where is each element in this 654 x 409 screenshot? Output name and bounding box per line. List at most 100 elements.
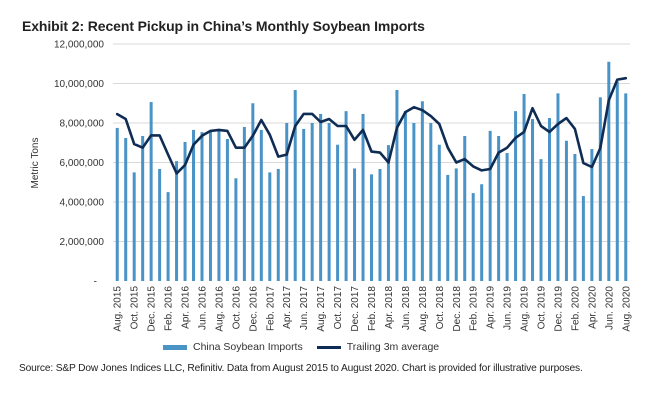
source-note: Source: S&P Dow Jones Indices LLC, Refin…	[19, 363, 583, 374]
bar	[471, 193, 475, 281]
trailing-average-line	[115, 76, 628, 175]
legend-label-imports: China Soybean Imports	[193, 341, 303, 353]
bar	[403, 111, 407, 282]
x-tick-label: Jun. 2018	[401, 286, 412, 330]
x-tick-label: Aug. 2016	[214, 286, 225, 332]
y-tick-label: 12,000,000	[54, 40, 104, 51]
x-tick-label: Jun. 2020	[604, 286, 615, 330]
x-tick-label: Feb. 2020	[570, 286, 581, 331]
x-tick-label: Dec. 2019	[554, 286, 565, 332]
bar	[225, 138, 229, 281]
bar	[386, 145, 390, 281]
legend-label-average: Trailing 3m average	[346, 341, 440, 353]
bar	[598, 97, 602, 281]
bar	[624, 93, 628, 281]
bar	[158, 169, 162, 281]
bar	[522, 93, 526, 281]
x-tick-label: Dec. 2018	[452, 286, 463, 332]
bar	[370, 174, 373, 281]
y-tick-label: -	[94, 277, 97, 288]
legend-bar-swatch	[163, 344, 187, 350]
bar	[607, 61, 611, 282]
bar	[310, 123, 314, 281]
x-tick-label: Oct. 2017	[333, 286, 344, 330]
bar	[141, 136, 145, 281]
bar	[149, 102, 153, 281]
x-tick-label: Dec. 2015	[147, 286, 158, 332]
chart-title: Exhibit 2: Recent Pickup in China’s Mont…	[22, 18, 425, 34]
bar	[183, 141, 187, 281]
x-tick-label: Aug. 2020	[621, 286, 632, 332]
x-tick-label: Apr. 2020	[587, 286, 598, 329]
bar	[361, 113, 365, 281]
bar	[412, 123, 416, 281]
bar	[344, 111, 348, 282]
bar	[615, 81, 619, 282]
bar	[531, 119, 535, 281]
bar	[208, 130, 212, 281]
legend-line-swatch	[316, 345, 341, 349]
bar	[132, 172, 136, 281]
bar	[276, 169, 280, 281]
x-tick-label: Feb. 2018	[367, 286, 378, 331]
bar	[497, 136, 501, 281]
x-tick-label: Apr. 2016	[181, 286, 192, 329]
bar	[564, 140, 568, 281]
bar	[327, 123, 331, 281]
bar	[302, 128, 306, 281]
bar	[192, 129, 196, 281]
x-tick-label: Feb. 2019	[469, 286, 480, 331]
bar	[259, 129, 263, 281]
x-tick-label: Jun. 2016	[198, 286, 209, 330]
bar	[573, 154, 577, 281]
bar	[556, 93, 560, 281]
x-tick-label: Aug. 2017	[316, 286, 327, 332]
x-tick-label: Oct. 2016	[231, 286, 242, 330]
y-axis-ticks: - 2,000,000 4,000,000 6,000,000 8,000,000 10,…	[54, 40, 104, 288]
x-tick-label: Jun. 2017	[299, 286, 310, 330]
bar	[463, 136, 467, 281]
x-tick-label: Apr. 2017	[282, 286, 293, 329]
x-tick-label: Oct. 2018	[435, 286, 446, 330]
bar	[581, 196, 585, 281]
x-tick-label: Dec. 2017	[350, 286, 361, 332]
y-tick-label: 6,000,000	[60, 158, 105, 169]
x-tick-label: Dec. 2016	[248, 286, 259, 332]
bar	[446, 174, 450, 281]
bar	[505, 153, 509, 281]
bar	[514, 111, 518, 282]
x-tick-label: Jun. 2019	[503, 286, 514, 330]
x-tick-label: Feb. 2017	[265, 286, 276, 331]
x-tick-label: Feb. 2016	[164, 286, 175, 331]
x-tick-label: Aug. 2015	[113, 286, 124, 332]
bar	[251, 103, 255, 281]
bar	[293, 90, 297, 281]
bar	[539, 159, 543, 281]
bar	[175, 161, 179, 281]
bar	[242, 126, 246, 281]
bar	[234, 178, 238, 281]
x-axis-ticks: Aug. 2015 Oct. 2015 Dec. 2015 Feb. 2016 Apr.…	[113, 286, 633, 332]
bar	[378, 169, 382, 281]
bar	[429, 123, 433, 281]
bar	[590, 149, 594, 281]
legend-item-average: Trailing 3m average	[316, 341, 440, 353]
x-tick-label: Apr. 2019	[486, 286, 497, 329]
bar	[395, 90, 399, 281]
y-tick-label: 4,000,000	[60, 198, 105, 209]
x-tick-label: Aug. 2019	[520, 286, 531, 332]
x-tick-label: Oct. 2019	[537, 286, 548, 330]
legend-item-imports: China Soybean Imports	[163, 341, 303, 353]
bar	[480, 184, 484, 281]
y-axis-label: Metric Tons	[30, 138, 41, 189]
x-tick-label: Apr. 2018	[384, 286, 395, 329]
bar	[420, 101, 424, 282]
bar	[547, 118, 551, 281]
bar	[336, 144, 340, 281]
bar	[217, 130, 221, 281]
bar	[437, 144, 441, 281]
legend: China Soybean Imports Trailing 3m averag…	[163, 341, 453, 353]
bar	[285, 123, 289, 281]
bar	[319, 113, 323, 281]
